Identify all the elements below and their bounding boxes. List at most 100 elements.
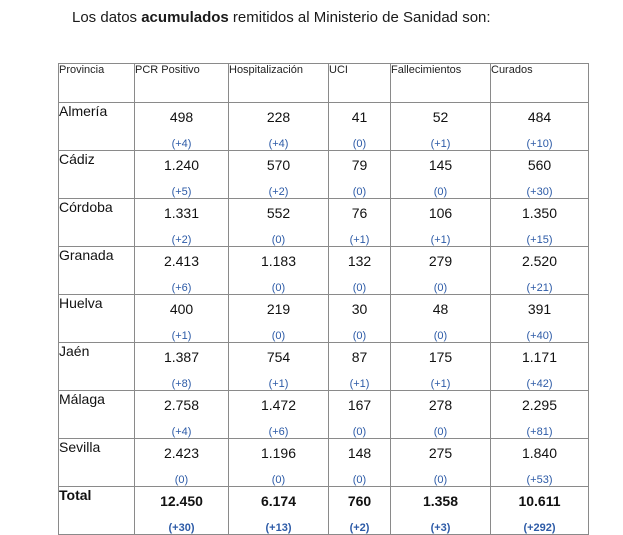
hospitalizacion-value: 1.183	[260, 253, 297, 269]
fallecimientos-value: 52	[432, 109, 449, 125]
pcr-positivo-cell: 2.758 (+4)	[134, 390, 229, 439]
uci-value: 148	[347, 445, 372, 461]
table-row: Córdoba 1.331 (+2) 552 (0) 76 (+1) 106 (+1) 1.350…	[58, 198, 589, 247]
pcr-positivo-cell: 1.240 (+5)	[134, 150, 229, 199]
uci-value: 79	[351, 157, 368, 173]
hospitalizacion-value: 219	[266, 301, 291, 317]
hospitalizacion-value: 754	[266, 349, 291, 365]
pcr-positivo-cell: 1.387 (+8)	[134, 342, 229, 391]
curados-value: 560	[527, 157, 552, 173]
curados-cell: 1.171 (+42)	[490, 342, 589, 391]
header-row: Provincia PCR Positivo Hospitalización U…	[58, 63, 589, 103]
pcr-positivo-delta: (+6)	[171, 282, 192, 294]
hospitalizacion-delta: (0)	[271, 282, 286, 294]
pcr-positivo-delta: (+4)	[171, 426, 192, 438]
fallecimientos-delta: (+3)	[430, 522, 451, 534]
hospitalizacion-cell: 1.196 (0)	[228, 438, 329, 487]
pcr-positivo-delta: (+4)	[171, 138, 192, 150]
hospitalizacion-value: 552	[266, 205, 291, 221]
hospitalizacion-value: 570	[266, 157, 291, 173]
provincia-cell: Sevilla	[58, 438, 135, 487]
intro-bold: acumulados	[141, 9, 229, 26]
fallecimientos-cell: 175 (+1)	[390, 342, 491, 391]
pcr-positivo-value: 1.331	[163, 205, 200, 221]
curados-delta: (+30)	[526, 186, 553, 198]
table-row: Almería 498 (+4) 228 (+4) 41 (0) 52 (+1) 484 (+10)	[58, 102, 589, 151]
fallecimientos-delta: (0)	[433, 186, 448, 198]
provincia-cell: Jaén	[58, 342, 135, 391]
uci-value: 76	[351, 205, 368, 221]
fallecimientos-delta: (+1)	[430, 378, 451, 390]
hospitalizacion-delta: (+4)	[268, 138, 289, 150]
curados-value: 1.350	[521, 205, 558, 221]
header-curados: Curados	[490, 63, 589, 103]
uci-delta: (+2)	[349, 522, 370, 534]
fallecimientos-value: 106	[428, 205, 453, 221]
uci-delta: (0)	[352, 138, 367, 150]
pcr-positivo-value: 498	[169, 109, 194, 125]
curados-cell: 1.840 (+53)	[490, 438, 589, 487]
fallecimientos-cell: 52 (+1)	[390, 102, 491, 151]
curados-cell: 560 (+30)	[490, 150, 589, 199]
uci-delta: (0)	[352, 474, 367, 486]
provincia-cell: Córdoba	[58, 198, 135, 247]
provincia-cell: Málaga	[58, 390, 135, 439]
pcr-positivo-value: 2.413	[163, 253, 200, 269]
curados-cell: 1.350 (+15)	[490, 198, 589, 247]
hospitalizacion-value: 6.174	[260, 493, 297, 509]
hospitalizacion-cell: 1.472 (+6)	[228, 390, 329, 439]
fallecimientos-delta: (0)	[433, 426, 448, 438]
curados-delta: (+21)	[526, 282, 553, 294]
curados-cell: 10.611 (+292)	[490, 486, 589, 535]
fallecimientos-cell: 145 (0)	[390, 150, 491, 199]
hospitalizacion-cell: 6.174 (+13)	[228, 486, 329, 535]
curados-delta: (+42)	[526, 378, 553, 390]
fallecimientos-cell: 106 (+1)	[390, 198, 491, 247]
hospitalizacion-delta: (+2)	[268, 186, 289, 198]
fallecimientos-cell: 278 (0)	[390, 390, 491, 439]
fallecimientos-delta: (0)	[433, 330, 448, 342]
provincia-cell: Granada	[58, 246, 135, 295]
curados-value: 484	[527, 109, 552, 125]
header-hospitalizacion: Hospitalización	[228, 63, 329, 103]
fallecimientos-value: 145	[428, 157, 453, 173]
hospitalizacion-delta: (0)	[271, 474, 286, 486]
pcr-positivo-cell: 2.423 (0)	[134, 438, 229, 487]
pcr-positivo-delta: (+30)	[168, 522, 195, 534]
uci-value: 30	[351, 301, 368, 317]
fallecimientos-cell: 279 (0)	[390, 246, 491, 295]
uci-cell: 167 (0)	[328, 390, 391, 439]
intro-text: Los datos acumulados remitidos al Minist…	[72, 9, 491, 26]
uci-cell: 148 (0)	[328, 438, 391, 487]
uci-cell: 760 (+2)	[328, 486, 391, 535]
curados-value: 1.840	[521, 445, 558, 461]
header-provincia: Provincia	[58, 63, 135, 103]
uci-cell: 132 (0)	[328, 246, 391, 295]
table-row: Málaga 2.758 (+4) 1.472 (+6) 167 (0) 278 (0) 2.29…	[58, 390, 589, 439]
table-row: Huelva 400 (+1) 219 (0) 30 (0) 48 (0) 391 (+40)	[58, 294, 589, 343]
uci-value: 132	[347, 253, 372, 269]
fallecimientos-value: 1.358	[422, 493, 459, 509]
uci-value: 167	[347, 397, 372, 413]
curados-delta: (+15)	[526, 234, 553, 246]
uci-cell: 30 (0)	[328, 294, 391, 343]
uci-cell: 87 (+1)	[328, 342, 391, 391]
data-table: Provincia PCR Positivo Hospitalización U…	[58, 63, 589, 535]
uci-cell: 41 (0)	[328, 102, 391, 151]
intro-suffix: remitidos al Ministerio de Sanidad son:	[228, 9, 491, 26]
fallecimientos-value: 175	[428, 349, 453, 365]
curados-value: 1.171	[521, 349, 558, 365]
pcr-positivo-cell: 498 (+4)	[134, 102, 229, 151]
hospitalizacion-cell: 1.183 (0)	[228, 246, 329, 295]
provincia-cell: Cádiz	[58, 150, 135, 199]
pcr-positivo-delta: (0)	[174, 474, 189, 486]
pcr-positivo-cell: 400 (+1)	[134, 294, 229, 343]
curados-value: 2.520	[521, 253, 558, 269]
curados-value: 2.295	[521, 397, 558, 413]
pcr-positivo-delta: (+8)	[171, 378, 192, 390]
hospitalizacion-value: 1.472	[260, 397, 297, 413]
pcr-positivo-value: 1.240	[163, 157, 200, 173]
fallecimientos-value: 275	[428, 445, 453, 461]
fallecimientos-cell: 1.358 (+3)	[390, 486, 491, 535]
fallecimientos-delta: (0)	[433, 282, 448, 294]
